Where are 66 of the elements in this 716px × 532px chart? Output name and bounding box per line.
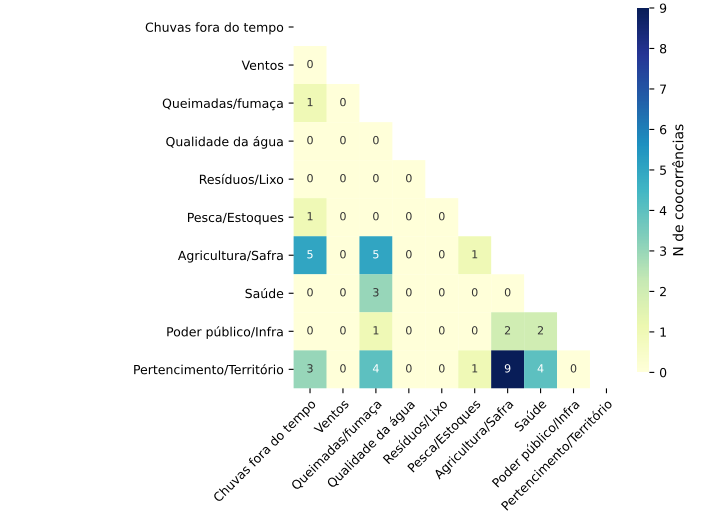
color-bar-label: 0 <box>660 368 666 378</box>
data-label: 1 <box>308 98 313 106</box>
data-label: 1 <box>374 326 378 334</box>
data-label: 0 <box>373 174 379 182</box>
data-label: 4 <box>538 364 544 372</box>
data-label: 0 <box>504 288 510 296</box>
data-label: 0 <box>340 364 346 373</box>
data-label: 1 <box>308 212 313 220</box>
color-bar-title: N de coocorrências <box>672 124 684 256</box>
data-label: 0 <box>340 212 346 220</box>
y-tick-label: Agricultura/Safra <box>178 250 283 263</box>
color-bar-label: 5 <box>660 166 666 175</box>
data-label: 0 <box>438 326 445 335</box>
data-label: 0 <box>340 288 346 296</box>
data-label: 5 <box>307 250 313 258</box>
data-label: 4 <box>372 364 379 372</box>
y-tick-label: Poder público/Infra <box>167 326 283 339</box>
data-label: 3 <box>307 364 313 373</box>
data-label: 0 <box>340 326 346 335</box>
color-bar-label: 6 <box>660 124 666 134</box>
data-label: 0 <box>340 250 346 258</box>
y-tick-label: Ventos <box>242 60 284 70</box>
y-tick-label: Pertencimento/Território <box>134 364 284 376</box>
data-label: 2 <box>538 326 543 334</box>
data-label: 9 <box>504 364 510 373</box>
data-label: 0 <box>307 60 313 68</box>
data-label: 0 <box>438 364 445 373</box>
color-bar-label: 9 <box>660 3 666 13</box>
data-label: 0 <box>340 98 346 106</box>
data-label: 0 <box>373 136 379 144</box>
color-bar-label: 4 <box>660 206 666 216</box>
y-tick-label: Qualidade da água <box>166 136 283 149</box>
data-label: 0 <box>406 326 412 335</box>
data-label: 0 <box>438 212 445 220</box>
y-tick-label: Resíduos/Lixo <box>200 174 284 186</box>
data-label: 2 <box>504 326 510 334</box>
data-label: 0 <box>472 326 478 335</box>
color-bar-label: 3 <box>660 246 666 256</box>
data-label: 0 <box>406 250 412 258</box>
data-label: 1 <box>472 250 478 258</box>
data-label: 1 <box>472 364 478 372</box>
data-label: 0 <box>307 326 313 335</box>
data-label: 0 <box>406 174 412 182</box>
data-label: 3 <box>373 288 379 296</box>
data-label: 0 <box>406 364 412 373</box>
data-label: 0 <box>373 212 379 220</box>
data-label: 0 <box>340 136 346 144</box>
data-label: 5 <box>373 250 378 258</box>
data-label: 0 <box>406 212 412 220</box>
data-label: 0 <box>340 174 346 182</box>
y-tick-label: Queimadas/fumaça <box>162 98 283 110</box>
color-bar-label: 7 <box>660 84 666 94</box>
data-label: 0 <box>307 136 313 144</box>
data-label: 0 <box>307 288 313 296</box>
data-label: 0 <box>438 288 445 296</box>
y-tick-label: Saúde <box>246 288 284 298</box>
data-label: 0 <box>406 288 412 296</box>
color-bar-label: 8 <box>660 44 666 54</box>
data-label: 0 <box>570 364 576 373</box>
data-label: 0 <box>438 250 445 258</box>
y-tick-label: Pesca/Estoques <box>188 212 284 225</box>
data-label: 0 <box>472 288 478 296</box>
data-label: 0 <box>307 174 313 182</box>
y-tick-label: Chuvas fora do tempo <box>146 22 284 34</box>
color-bar-label: 2 <box>660 286 666 296</box>
color-bar-label: 1 <box>660 328 666 337</box>
